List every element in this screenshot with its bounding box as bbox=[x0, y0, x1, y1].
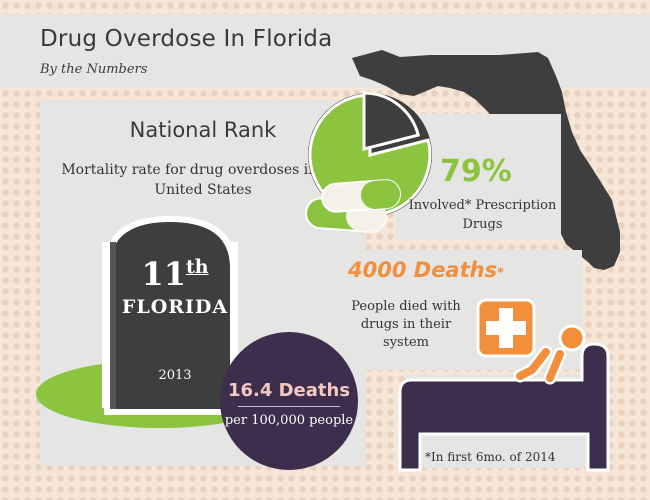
national-rank-description: Mortality rate for drug overdoses in the… bbox=[61, 162, 345, 198]
rate-circle bbox=[220, 332, 358, 470]
rank-year: 2013 bbox=[158, 368, 192, 383]
rate-per-population: per 100,000 people bbox=[224, 413, 354, 428]
deaths-asterisk: * bbox=[497, 266, 504, 281]
page-subtitle: By the Numbers bbox=[40, 62, 148, 77]
rate-divider bbox=[238, 406, 340, 407]
deaths-description: People died with drugs in their system bbox=[351, 299, 461, 350]
page-title: Drug Overdose In Florida bbox=[40, 26, 333, 52]
prescription-label: Involved* Prescription Drugs bbox=[408, 198, 557, 232]
footnote: *In first 6mo. of 2014 bbox=[425, 450, 556, 464]
national-rank-title: National Rank bbox=[129, 118, 277, 142]
prescription-percent: 79% bbox=[440, 154, 512, 189]
rank-number: 11th bbox=[141, 255, 209, 293]
rate-deaths: 16.4 Deaths bbox=[227, 380, 351, 401]
rank-state: FLORIDA bbox=[121, 296, 229, 318]
deaths-count: 4000 Deaths* bbox=[348, 258, 504, 282]
rank-suffix: th bbox=[185, 256, 209, 278]
